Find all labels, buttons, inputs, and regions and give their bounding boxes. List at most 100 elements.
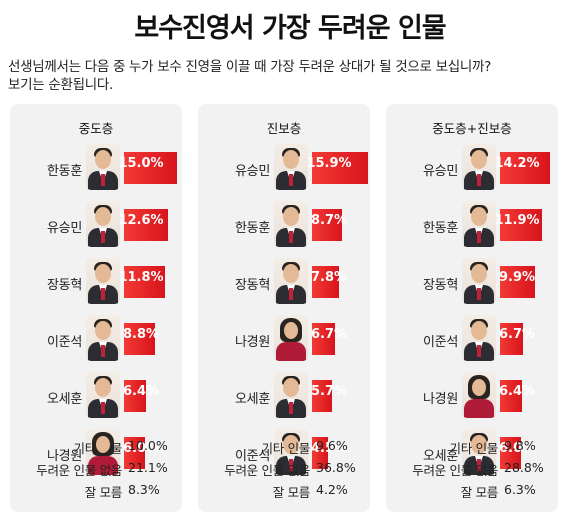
photo-body [464,399,494,418]
other-response-row: 두려운 인물 없음 21.1% [10,460,182,480]
photo-head [283,264,299,283]
bar [124,380,146,412]
photo-head [471,207,487,226]
other-response-label: 두려운 인물 없음 [224,463,310,478]
candidate-name: 유승민 [423,164,458,179]
photo-head [472,379,486,396]
value-label: 9.9% [498,270,536,285]
other-response-label: 기타 인물 [449,441,499,456]
photo-tie [289,231,293,243]
other-response-value: 10.0% [128,438,168,453]
panel-title: 중도층 [78,121,114,136]
other-response-label: 잘 모름 [272,485,311,500]
candidate-name: 이준석 [235,449,270,464]
panel-title: 진보층 [266,121,302,136]
photo-head [96,436,110,453]
value-label: 6.0% [122,441,160,456]
value-label: 6.0% [498,441,536,456]
question-line-1: 선생님께서는 다음 중 누가 보수 진영을 이끌 때 가장 두려운 상대가 될 … [8,59,491,75]
chart-panel: 중도층 한동훈 15.0% 유승민 12.6% 장동혁 11.8% 이준석 8.8% 오세훈 6.4… [10,104,182,512]
photo-tie [289,174,293,186]
bar [500,152,550,184]
candidate-row: 유승민 12.6% [10,201,182,253]
candidate-row: 오세훈 6.0% [386,429,558,481]
photo-head [95,378,111,397]
candidate-row: 장동혁 11.8% [10,258,182,310]
value-label: 12.6% [118,213,164,228]
other-response-value: 4.2% [316,482,348,497]
other-response-label: 기타 인물 [261,441,311,456]
candidate-name: 유승민 [47,221,82,236]
other-response-label: 두려운 인물 없음 [412,463,498,478]
bar [500,266,535,298]
candidate-name: 나경원 [423,392,458,407]
photo-head [283,150,299,169]
candidate-row: 오세훈 5.7% [198,372,370,424]
bar [500,437,521,469]
candidate-row: 한동훈 15.0% [10,144,182,196]
value-label: 6.4% [498,384,536,399]
chart-title: 보수진영서 가장 두려운 인물 [134,13,446,44]
candidate-photo [86,144,120,190]
candidate-row: 장동혁 7.8% [198,258,370,310]
bar [500,323,523,355]
other-response-row: 기타 인물 9.6% [198,438,370,458]
candidate-row: 이준석 6.7% [386,315,558,367]
value-label: 6.7% [310,327,348,342]
candidate-photo [274,429,308,475]
value-label: 8.8% [122,327,160,342]
candidate-name: 장동혁 [235,278,270,293]
candidate-photo [274,372,308,418]
photo-body [276,342,306,361]
candidate-name: 유승민 [235,164,270,179]
photo-head [284,322,298,339]
photo-tie [477,459,481,471]
candidate-photo [462,429,496,475]
candidate-photo [86,315,120,361]
candidate-photo [274,144,308,190]
candidate-name: 오세훈 [47,392,82,407]
photo-tie [289,288,293,300]
photo-tie [289,459,293,471]
other-response-row: 잘 모름 6.3% [386,482,558,502]
question-line-2: 보기는 순환됩니다. [8,77,113,93]
photo-tie [477,345,481,357]
candidate-photo [86,372,120,418]
bar [312,266,339,298]
photo-tie [477,174,481,186]
candidate-row: 장동혁 9.9% [386,258,558,310]
panel-title: 중도층+진보층 [432,121,512,136]
bar [312,380,332,412]
value-label: 15.9% [306,156,352,171]
other-response-row: 잘 모름 4.2% [198,482,370,502]
photo-head [283,207,299,226]
photo-tie [101,231,105,243]
candidate-name: 한동훈 [47,164,82,179]
value-label: 8.7% [310,213,348,228]
other-response-value: 36.8% [316,460,356,475]
candidate-row: 나경원 6.0% [10,429,182,481]
bar [124,209,168,241]
candidate-photo [274,258,308,304]
candidate-name: 오세훈 [235,392,270,407]
candidate-row: 유승민 14.2% [386,144,558,196]
bar [312,437,328,469]
photo-head [283,378,299,397]
photo-head [95,207,111,226]
other-response-row: 두려운 인물 없음 36.8% [198,460,370,480]
photo-head [471,321,487,340]
photo-tie [101,288,105,300]
candidate-row: 나경원 6.4% [386,372,558,424]
survey-question: 선생님께서는 다음 중 누가 보수 진영을 이끌 때 가장 두려운 상대가 될 … [8,58,568,94]
candidate-photo [462,372,496,418]
candidate-name: 이준석 [47,335,82,350]
candidate-name: 이준석 [423,335,458,350]
value-label: 15.0% [118,156,164,171]
candidate-photo [462,144,496,190]
value-label: 6.7% [498,327,536,342]
candidate-name: 나경원 [47,449,82,464]
photo-tie [101,174,105,186]
chart-panel: 중도층+진보층 유승민 14.2% 한동훈 11.9% 장동혁 9.9% 이준석 6.7% 나경원… [386,104,558,512]
candidate-name: 오세훈 [423,449,458,464]
candidate-row: 이준석 8.8% [10,315,182,367]
